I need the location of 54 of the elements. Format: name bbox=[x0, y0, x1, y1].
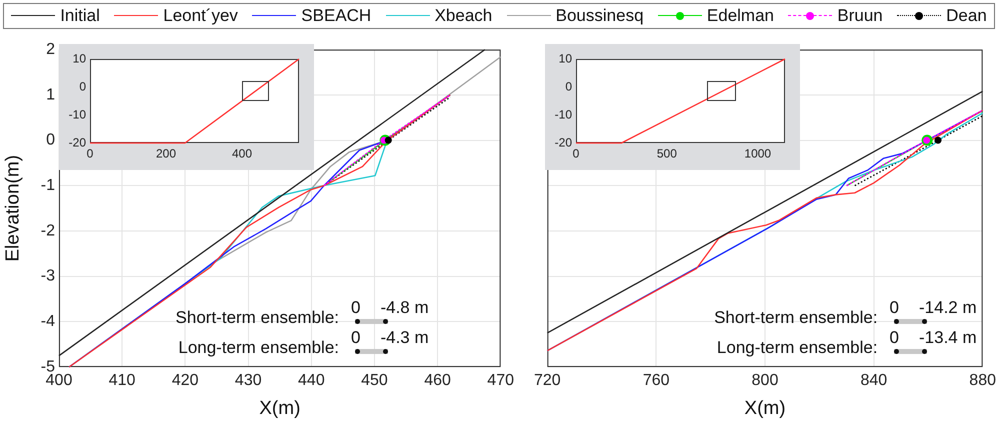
legend-label: Boussinesq bbox=[556, 6, 644, 26]
annotation: -4.3 m bbox=[380, 328, 429, 347]
legend-label: Initial bbox=[60, 6, 100, 26]
x-tick-label: 500 bbox=[656, 146, 678, 161]
annotation: Long-term ensemble: bbox=[178, 337, 339, 358]
y-tick-label: 1 bbox=[46, 86, 56, 104]
x-tick-label: 450 bbox=[361, 372, 388, 390]
y-tick-label: -4 bbox=[40, 313, 56, 330]
annotation: Short-term ensemble: bbox=[176, 307, 339, 328]
x-tick-label: 460 bbox=[424, 372, 452, 390]
annotation: 0 bbox=[351, 328, 360, 347]
annotation: -13.4 m bbox=[919, 328, 977, 347]
x-tick-label: 840 bbox=[860, 372, 888, 390]
y-tick-label: -1 bbox=[40, 177, 56, 194]
y-tick-label: -20 bbox=[554, 135, 572, 150]
y-tick-label: -10 bbox=[554, 107, 572, 122]
x-tick-label: 200 bbox=[156, 146, 176, 161]
annotation: -14.2 m bbox=[919, 298, 977, 317]
legend-label: Bruun bbox=[837, 6, 883, 26]
x-tick-label: 760 bbox=[642, 372, 670, 390]
annotation: -4.8 m bbox=[380, 298, 429, 317]
y-tick-label: 2 bbox=[46, 41, 56, 58]
x-tick-label: 880 bbox=[969, 372, 996, 390]
x-tick-label: 420 bbox=[172, 372, 199, 390]
annotation: 0 bbox=[890, 328, 900, 347]
x-tick-label: 800 bbox=[752, 372, 778, 390]
x-axis-title: X(m) bbox=[259, 398, 300, 419]
legend-label: SBEACH bbox=[301, 6, 372, 26]
x-tick-label: 720 bbox=[534, 372, 561, 390]
x-tick-label: 410 bbox=[108, 372, 136, 390]
annotation: Long-term ensemble: bbox=[716, 337, 878, 358]
x-tick-label: 470 bbox=[487, 372, 514, 390]
y-tick-label: 0 bbox=[79, 79, 86, 94]
y-tick-label: -20 bbox=[68, 135, 86, 150]
x-tick-label: 1000 bbox=[744, 146, 772, 161]
legend-label: Edelman bbox=[706, 6, 774, 26]
y-tick-label: -10 bbox=[68, 107, 86, 122]
annotation: 0 bbox=[351, 298, 360, 317]
y-tick-label: 10 bbox=[558, 51, 572, 66]
y-axis-title: Elevation(m) bbox=[2, 154, 24, 262]
y-tick-label: 0 bbox=[46, 132, 56, 149]
y-tick-label: 0 bbox=[565, 79, 572, 94]
y-tick-label: 10 bbox=[72, 51, 86, 66]
y-tick-label: -3 bbox=[40, 268, 56, 285]
legend-label: Leont´yev bbox=[163, 6, 238, 26]
x-tick-label: 430 bbox=[234, 372, 262, 390]
x-tick-label: 440 bbox=[298, 372, 325, 390]
legend-label: Dean bbox=[946, 6, 987, 26]
x-tick-label: 400 bbox=[232, 146, 252, 161]
y-tick-label: -2 bbox=[40, 222, 56, 240]
legend-label: Xbeach bbox=[434, 6, 492, 26]
annotation: Short-term ensemble: bbox=[714, 307, 878, 328]
x-axis-title: X(m) bbox=[744, 398, 786, 419]
annotation: 0 bbox=[890, 298, 900, 317]
